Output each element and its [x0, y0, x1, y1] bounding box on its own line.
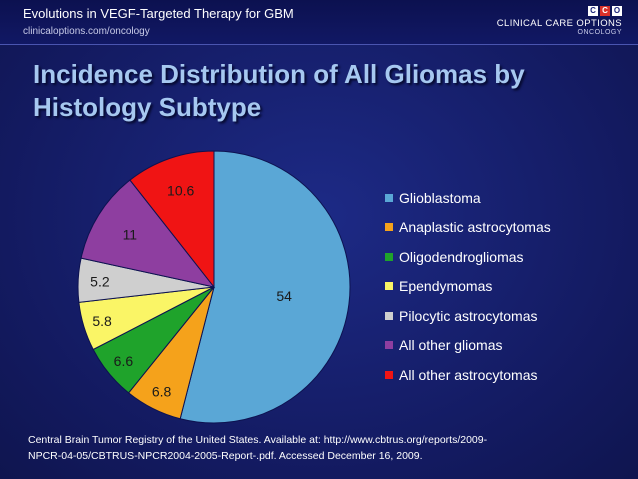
legend-item: Pilocytic astrocytomas: [385, 301, 551, 331]
logo-subtitle: ONCOLOGY: [577, 29, 622, 36]
logo-badge-letter: C: [600, 6, 610, 16]
legend-swatch: [385, 193, 393, 202]
legend-label: Anaplastic astrocytomas: [399, 219, 551, 236]
legend-item: All other gliomas: [385, 331, 551, 361]
legend-item: Glioblastoma: [385, 183, 551, 213]
pie-data-label: 5.8: [92, 313, 112, 329]
source-footnote: Central Brain Tumor Registry of the Unit…: [28, 432, 618, 464]
pie-data-label: 6.8: [152, 384, 172, 400]
legend-label: Glioblastoma: [399, 189, 481, 206]
clinical-care-options-logo: C C O CLINICAL CARE OPTIONS ONCOLOGY: [497, 6, 622, 38]
logo-badge-letter: O: [612, 6, 622, 16]
footnote-line-1: Central Brain Tumor Registry of the Unit…: [28, 434, 488, 446]
slide-title: Incidence Distribution of All Gliomas by…: [33, 58, 613, 124]
footnote-line-2: NPCR-04-05/CBTRUS-NPCR2004-2005-Report-.…: [28, 450, 423, 462]
pie-slice-all-other-gliomas: [80, 179, 216, 288]
legend-label: Oligodendrogliomas: [399, 248, 524, 265]
legend-label: Pilocytic astrocytomas: [399, 307, 538, 324]
pie-data-label: 5.2: [90, 273, 110, 289]
legend-label: All other astrocytomas: [399, 366, 538, 383]
chart-legend: Glioblastoma Anaplastic astrocytomas Oligo…: [385, 183, 551, 390]
legend-swatch: [385, 370, 393, 379]
pie-data-label: 6.6: [114, 353, 134, 369]
legend-label: Ependymomas: [399, 278, 493, 295]
legend-swatch: [385, 223, 393, 232]
legend-label: All other gliomas: [399, 337, 503, 354]
legend-item: Anaplastic astrocytomas: [385, 213, 551, 243]
pie-slice-glioblastoma: [179, 150, 351, 424]
legend-item: Oligodendrogliomas: [385, 242, 551, 272]
logo-badge-letter: C: [588, 6, 598, 16]
pie-data-label: 54: [276, 288, 292, 304]
deck-title: Evolutions in VEGF-Targeted Therapy for …: [23, 6, 294, 21]
legend-item: Ependymomas: [385, 272, 551, 302]
legend-swatch: [385, 282, 393, 291]
legend-item: All other astrocytomas: [385, 360, 551, 390]
legend-swatch: [385, 311, 393, 320]
deck-url: clinicaloptions.com/oncology: [23, 26, 150, 37]
legend-swatch: [385, 252, 393, 261]
pie-data-label: 10.6: [167, 183, 194, 199]
legend-swatch: [385, 341, 393, 350]
slide-title-line-2: Histology Subtype: [33, 92, 262, 122]
header-bar: Evolutions in VEGF-Targeted Therapy for …: [0, 0, 638, 45]
pie-slice-all-other-astrocytomas: [129, 150, 215, 289]
slide-title-line-1: Incidence Distribution of All Gliomas by: [33, 59, 525, 89]
logo-badge: C C O: [588, 6, 622, 16]
logo-name: CLINICAL CARE OPTIONS: [496, 18, 622, 29]
pie-data-label: 11: [123, 226, 138, 242]
